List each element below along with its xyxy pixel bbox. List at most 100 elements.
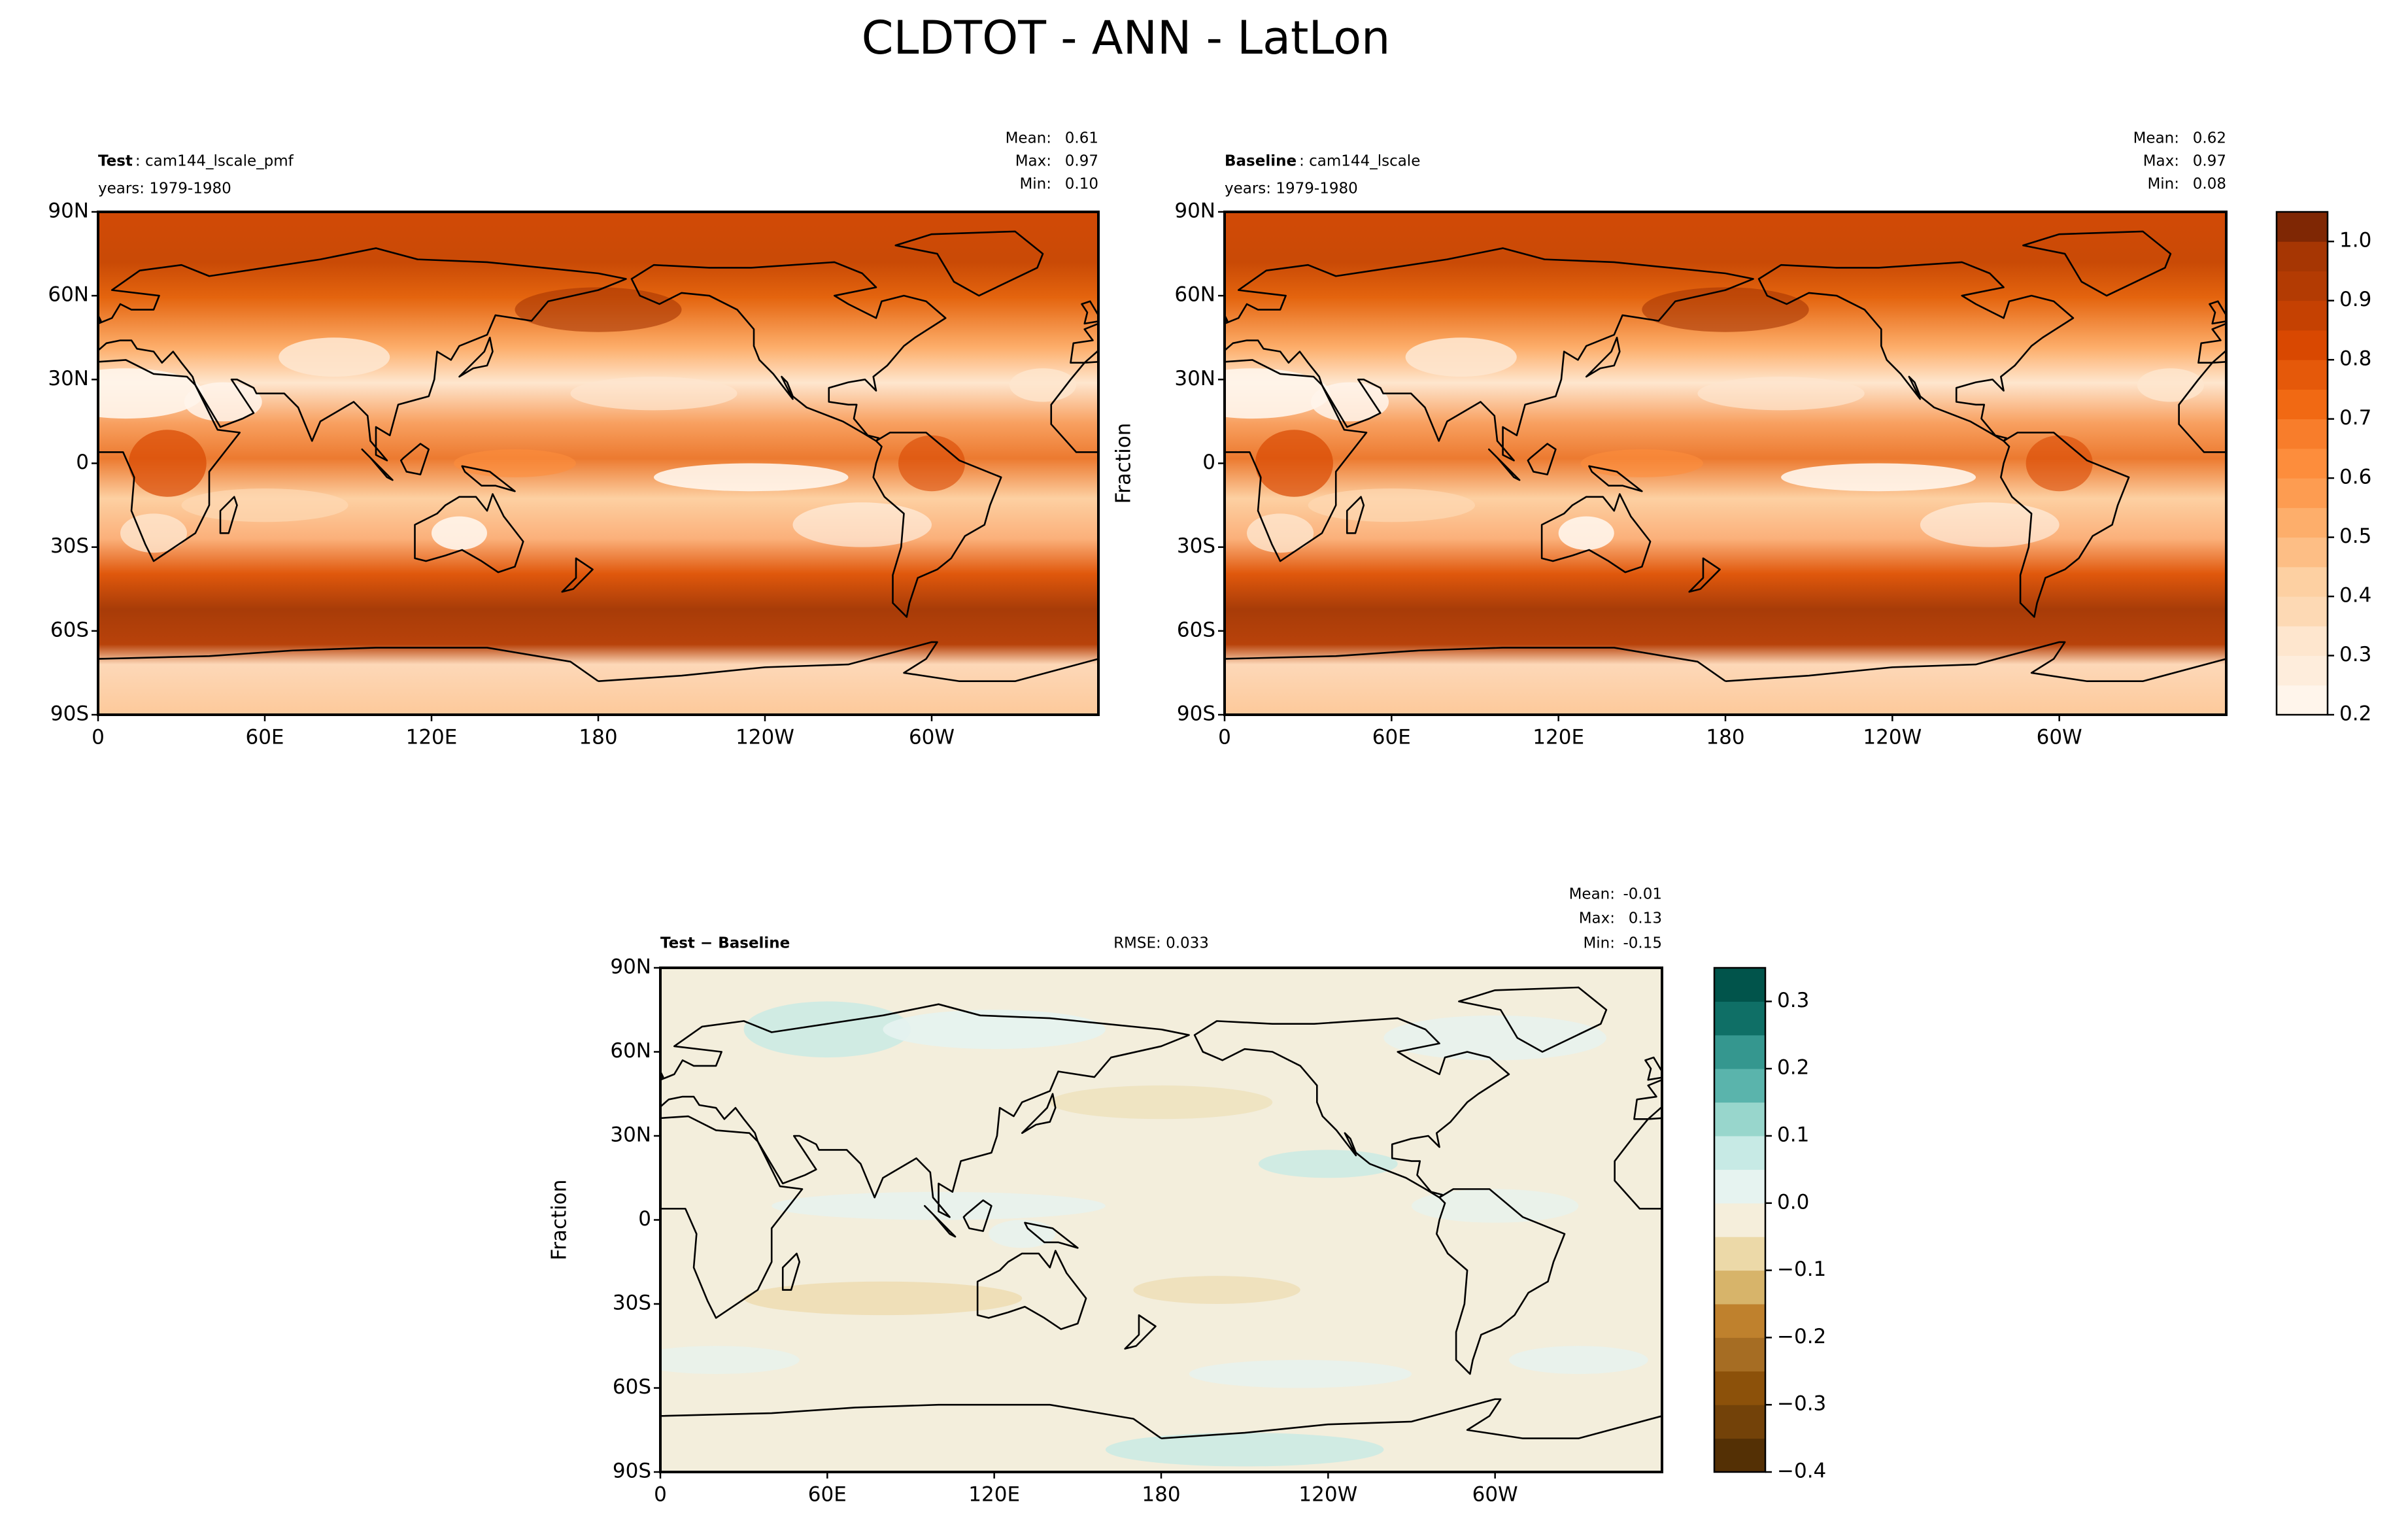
y-tick-label: 30N [610, 1123, 651, 1147]
stat-label: Mean: [1569, 886, 1615, 903]
field-patch [1642, 287, 1809, 332]
field-patch [1558, 516, 1614, 550]
field-patch [515, 287, 682, 332]
panel-label: Baseline [1225, 153, 1297, 170]
x-tick-label: 60E [1372, 726, 1411, 749]
field-patch [654, 463, 849, 492]
colorbar-tick-label: −0.1 [1777, 1258, 1826, 1281]
x-tick-label: 120E [406, 726, 458, 749]
colorbar-band [2277, 478, 2328, 508]
colorbar-band [1714, 1203, 1765, 1237]
x-tick-label: 120W [1298, 1483, 1357, 1507]
stat-label: Mean: [1006, 130, 1051, 147]
field-patch [743, 1001, 911, 1058]
field-patch [1258, 1150, 1398, 1178]
y-tick-label: 0 [638, 1207, 651, 1231]
y-tick-label: 90N [610, 955, 651, 979]
field-patch [1247, 513, 1314, 553]
colorbar-tick-label: −0.3 [1777, 1392, 1826, 1416]
stat-label: Max: [1015, 153, 1051, 170]
colorbar-band [2277, 271, 2328, 301]
y-tick-label: 0 [1202, 451, 1215, 474]
colorbar-tick-label: 0.9 [2339, 288, 2371, 311]
field-patch [1189, 1360, 1412, 1388]
field-patch [1310, 382, 1389, 422]
field-patch [184, 382, 262, 422]
colorbar-frame [2275, 211, 2329, 716]
colorbar-band [1714, 1035, 1765, 1069]
field-patch [989, 1220, 1056, 1248]
stat-value: 0.08 [2193, 176, 2226, 193]
colorbar-band [2277, 241, 2328, 271]
y-tick-label: 90S [1177, 702, 1215, 726]
colorbar-frame [1713, 967, 1767, 1473]
panel-label: Test − Baseline [660, 935, 790, 952]
colorbar-tick-label: 0.3 [2339, 643, 2371, 666]
colorbar-tick-label: 0.5 [2339, 524, 2371, 548]
colorbar-tick-label: −0.2 [1777, 1325, 1826, 1348]
field-patch [98, 368, 204, 419]
field-patch [743, 1281, 1023, 1316]
y-tick-label: 30S [50, 534, 89, 558]
colorbar-band [2277, 389, 2328, 420]
stat-value: -0.15 [1623, 935, 1662, 952]
field-patch [1225, 368, 1331, 419]
case-name: : cam144_lscale_pmf [135, 153, 294, 170]
stat-label: Min: [1019, 176, 1051, 193]
field-patch [1508, 1346, 1648, 1375]
x-tick-label: 60W [2037, 726, 2082, 749]
x-tick-label: 120E [1533, 726, 1584, 749]
y-tick-label: 30S [613, 1292, 651, 1315]
field-patch [1920, 502, 2060, 547]
colorbar-tick-label: 0.1 [1777, 1123, 1809, 1147]
y-tick-label: 30S [1177, 534, 1215, 558]
y-axis-label: Fraction [1112, 423, 1136, 504]
y-tick-label: 60N [1174, 283, 1215, 307]
field-patch [1383, 1015, 1606, 1061]
field-patch [883, 1010, 1106, 1050]
y-tick-label: 90N [1174, 199, 1215, 223]
colorbar-band [1714, 1304, 1765, 1338]
x-tick-label: 120W [736, 726, 794, 749]
y-tick-label: 60N [610, 1039, 651, 1063]
colorbar-band [2277, 360, 2328, 390]
colorbar-band [2277, 448, 2328, 479]
x-tick-label: 60W [1472, 1483, 1518, 1507]
stat-label: Max: [1579, 910, 1615, 927]
y-tick-label: 0 [76, 451, 89, 474]
colorbar-tick-label: −0.4 [1777, 1460, 1826, 1483]
colorbar-band [2277, 330, 2328, 360]
colorbar-band [1714, 1001, 1765, 1036]
field-patch [1580, 449, 1703, 477]
stat-label: Min: [2147, 176, 2179, 193]
colorbar-tick-label: 1.0 [2339, 229, 2371, 252]
colorbar-tick-label: 0.2 [1777, 1056, 1809, 1080]
map [1225, 212, 2226, 715]
x-tick-label: 60E [808, 1483, 847, 1507]
x-tick-label: 0 [1218, 726, 1231, 749]
field-patch [660, 1346, 800, 1375]
x-tick-label: 60E [245, 726, 284, 749]
colorbar-band [1714, 1136, 1765, 1170]
field-patch [454, 449, 576, 477]
case-name: : cam144_lscale [1299, 153, 1420, 170]
x-tick-label: 180 [1706, 726, 1744, 749]
x-tick-label: 180 [579, 726, 617, 749]
field-patch [898, 435, 965, 492]
field-patch [1412, 1189, 1579, 1223]
field-patch [1133, 1276, 1300, 1304]
colorbar-band [2277, 626, 2328, 657]
stat-label: Min: [1583, 935, 1615, 952]
colorbar-tick-label: 0.0 [1777, 1190, 1809, 1214]
y-tick-label: 60S [50, 618, 89, 642]
y-tick-label: 60S [613, 1375, 651, 1399]
colorbar-band [2277, 537, 2328, 568]
field-patch [1781, 463, 1976, 492]
field-patch [1697, 377, 1865, 411]
colorbar-band [1714, 1337, 1765, 1372]
field-patch [1255, 430, 1333, 497]
x-tick-label: 60W [909, 726, 955, 749]
colorbar-tick-label: 0.4 [2339, 584, 2371, 607]
colorbar-band [1714, 1405, 1765, 1439]
